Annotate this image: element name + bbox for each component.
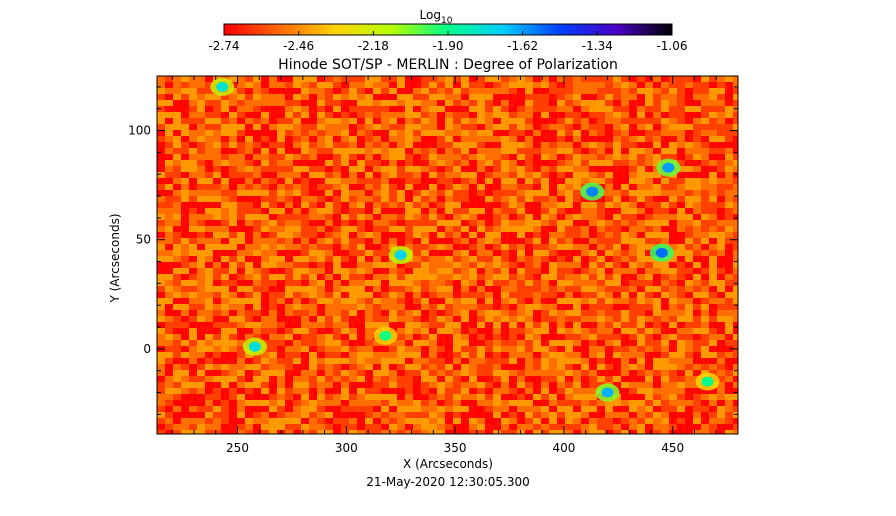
colorbar-tick-label: -2.46	[283, 39, 314, 53]
y-axis: 0 50 100	[128, 86, 738, 415]
y-tick-label: 0	[143, 342, 151, 356]
heatmap-features	[210, 77, 720, 402]
feature-core	[379, 330, 392, 341]
colorbar-tick-label: -1.06	[656, 39, 687, 53]
feature-core	[662, 162, 675, 173]
colorbar-tick-label: -1.34	[582, 39, 613, 53]
feature-core	[216, 81, 229, 92]
colorbar-label: Log10	[420, 8, 453, 26]
feature-core	[586, 186, 599, 197]
x-tick-label: 300	[335, 441, 358, 455]
plot-frame	[156, 75, 739, 435]
x-tick-label: 250	[226, 441, 249, 455]
y-tick-label: 100	[128, 124, 151, 138]
feature-core	[248, 341, 261, 352]
colorbar-tick-label: -1.90	[432, 39, 463, 53]
feature-core	[701, 376, 714, 387]
x-axis: 250 300 350 400 450	[171, 76, 739, 455]
feature-core	[655, 247, 668, 258]
feature-core	[601, 387, 614, 398]
x-tick-label: 450	[661, 441, 684, 455]
feature-core	[394, 250, 407, 260]
y-tick-label: 50	[136, 233, 151, 247]
y-axis-label: Y (Arcseconds)	[108, 213, 122, 303]
date-label: 21-May-2020 12:30:05.300	[366, 475, 530, 489]
colorbar-tick-label: -2.18	[358, 39, 389, 53]
colorbar-tick-label: -1.62	[507, 39, 538, 53]
x-tick-label: 350	[444, 441, 467, 455]
x-axis-label: X (Arcseconds)	[403, 457, 493, 471]
x-tick-label: 400	[552, 441, 575, 455]
heatmap-plot-area	[157, 76, 738, 434]
heatmap-dark-texture	[157, 76, 738, 434]
colorbar: Log10 -2.74 -2.46 -2.18 -1.90 -1.62 -1.34 -1.0…	[208, 8, 687, 53]
colorbar-ticks: -2.74 -2.46 -2.18 -1.90 -1.62 -1.34 -1.06	[208, 31, 688, 53]
chart-title: Hinode SOT/SP - MERLIN : Degree of Polar…	[278, 57, 618, 73]
colorbar-tick-label: -2.74	[208, 39, 239, 53]
